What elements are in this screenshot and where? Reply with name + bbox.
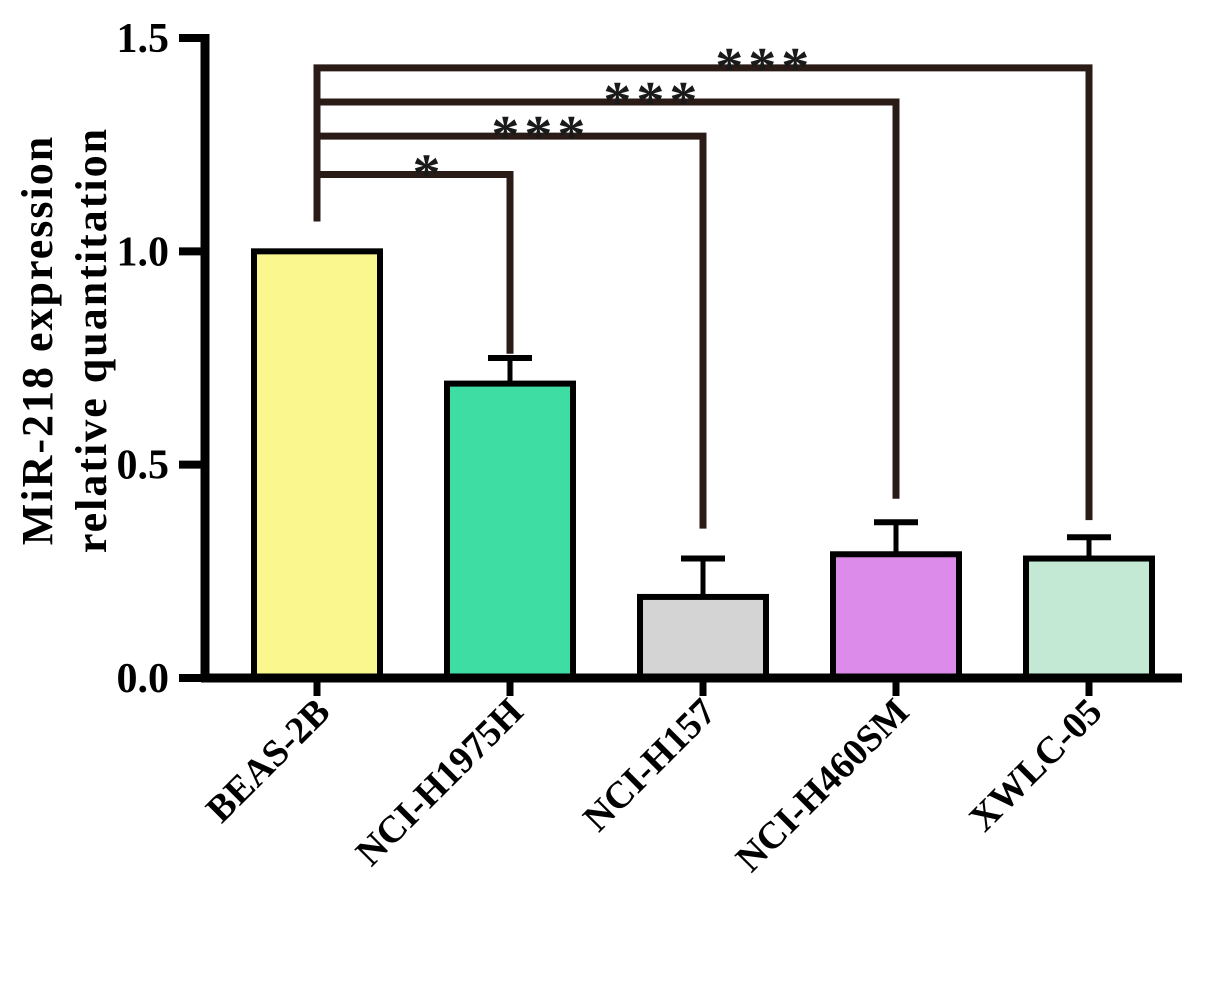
bar-NCI-H1975H	[444, 380, 576, 681]
y-tick-label: 0.5	[117, 443, 170, 489]
bar-NCI-H460SM	[830, 551, 962, 681]
bar-XWLC-05	[1023, 555, 1155, 681]
significance-bracket	[313, 98, 900, 499]
error-bar-XWLC-05	[1067, 534, 1111, 559]
y-axis-title-line: relative quantitation	[67, 127, 116, 553]
y-tick-label: 0.0	[117, 656, 170, 702]
x-category-label: NCI-H460SM	[728, 691, 917, 880]
x-category-label: NCI-H1975H	[348, 691, 531, 874]
y-tick-label: 1.5	[117, 16, 170, 62]
error-bar-NCI-H157	[681, 555, 725, 597]
significance-stars: ***	[715, 37, 814, 99]
error-bar-NCI-H1975H	[488, 355, 532, 384]
y-tick-label: 1.0	[117, 229, 170, 275]
x-category-label: XWLC-05	[961, 691, 1110, 840]
significance-bracket	[313, 64, 1093, 521]
significance-stars: ***	[603, 71, 702, 133]
axes	[200, 34, 1182, 683]
significance-stars: *	[412, 144, 445, 206]
x-category-label: BEAS-2B	[198, 691, 338, 831]
significance-stars: ***	[491, 105, 590, 167]
bar-BEAS-2B	[251, 248, 383, 681]
x-category-label: NCI-H157	[575, 691, 724, 840]
bar-NCI-H157	[637, 593, 769, 682]
error-bar-NCI-H460SM	[874, 519, 918, 555]
y-axis-title-line: MiR-218 expression	[13, 135, 62, 545]
